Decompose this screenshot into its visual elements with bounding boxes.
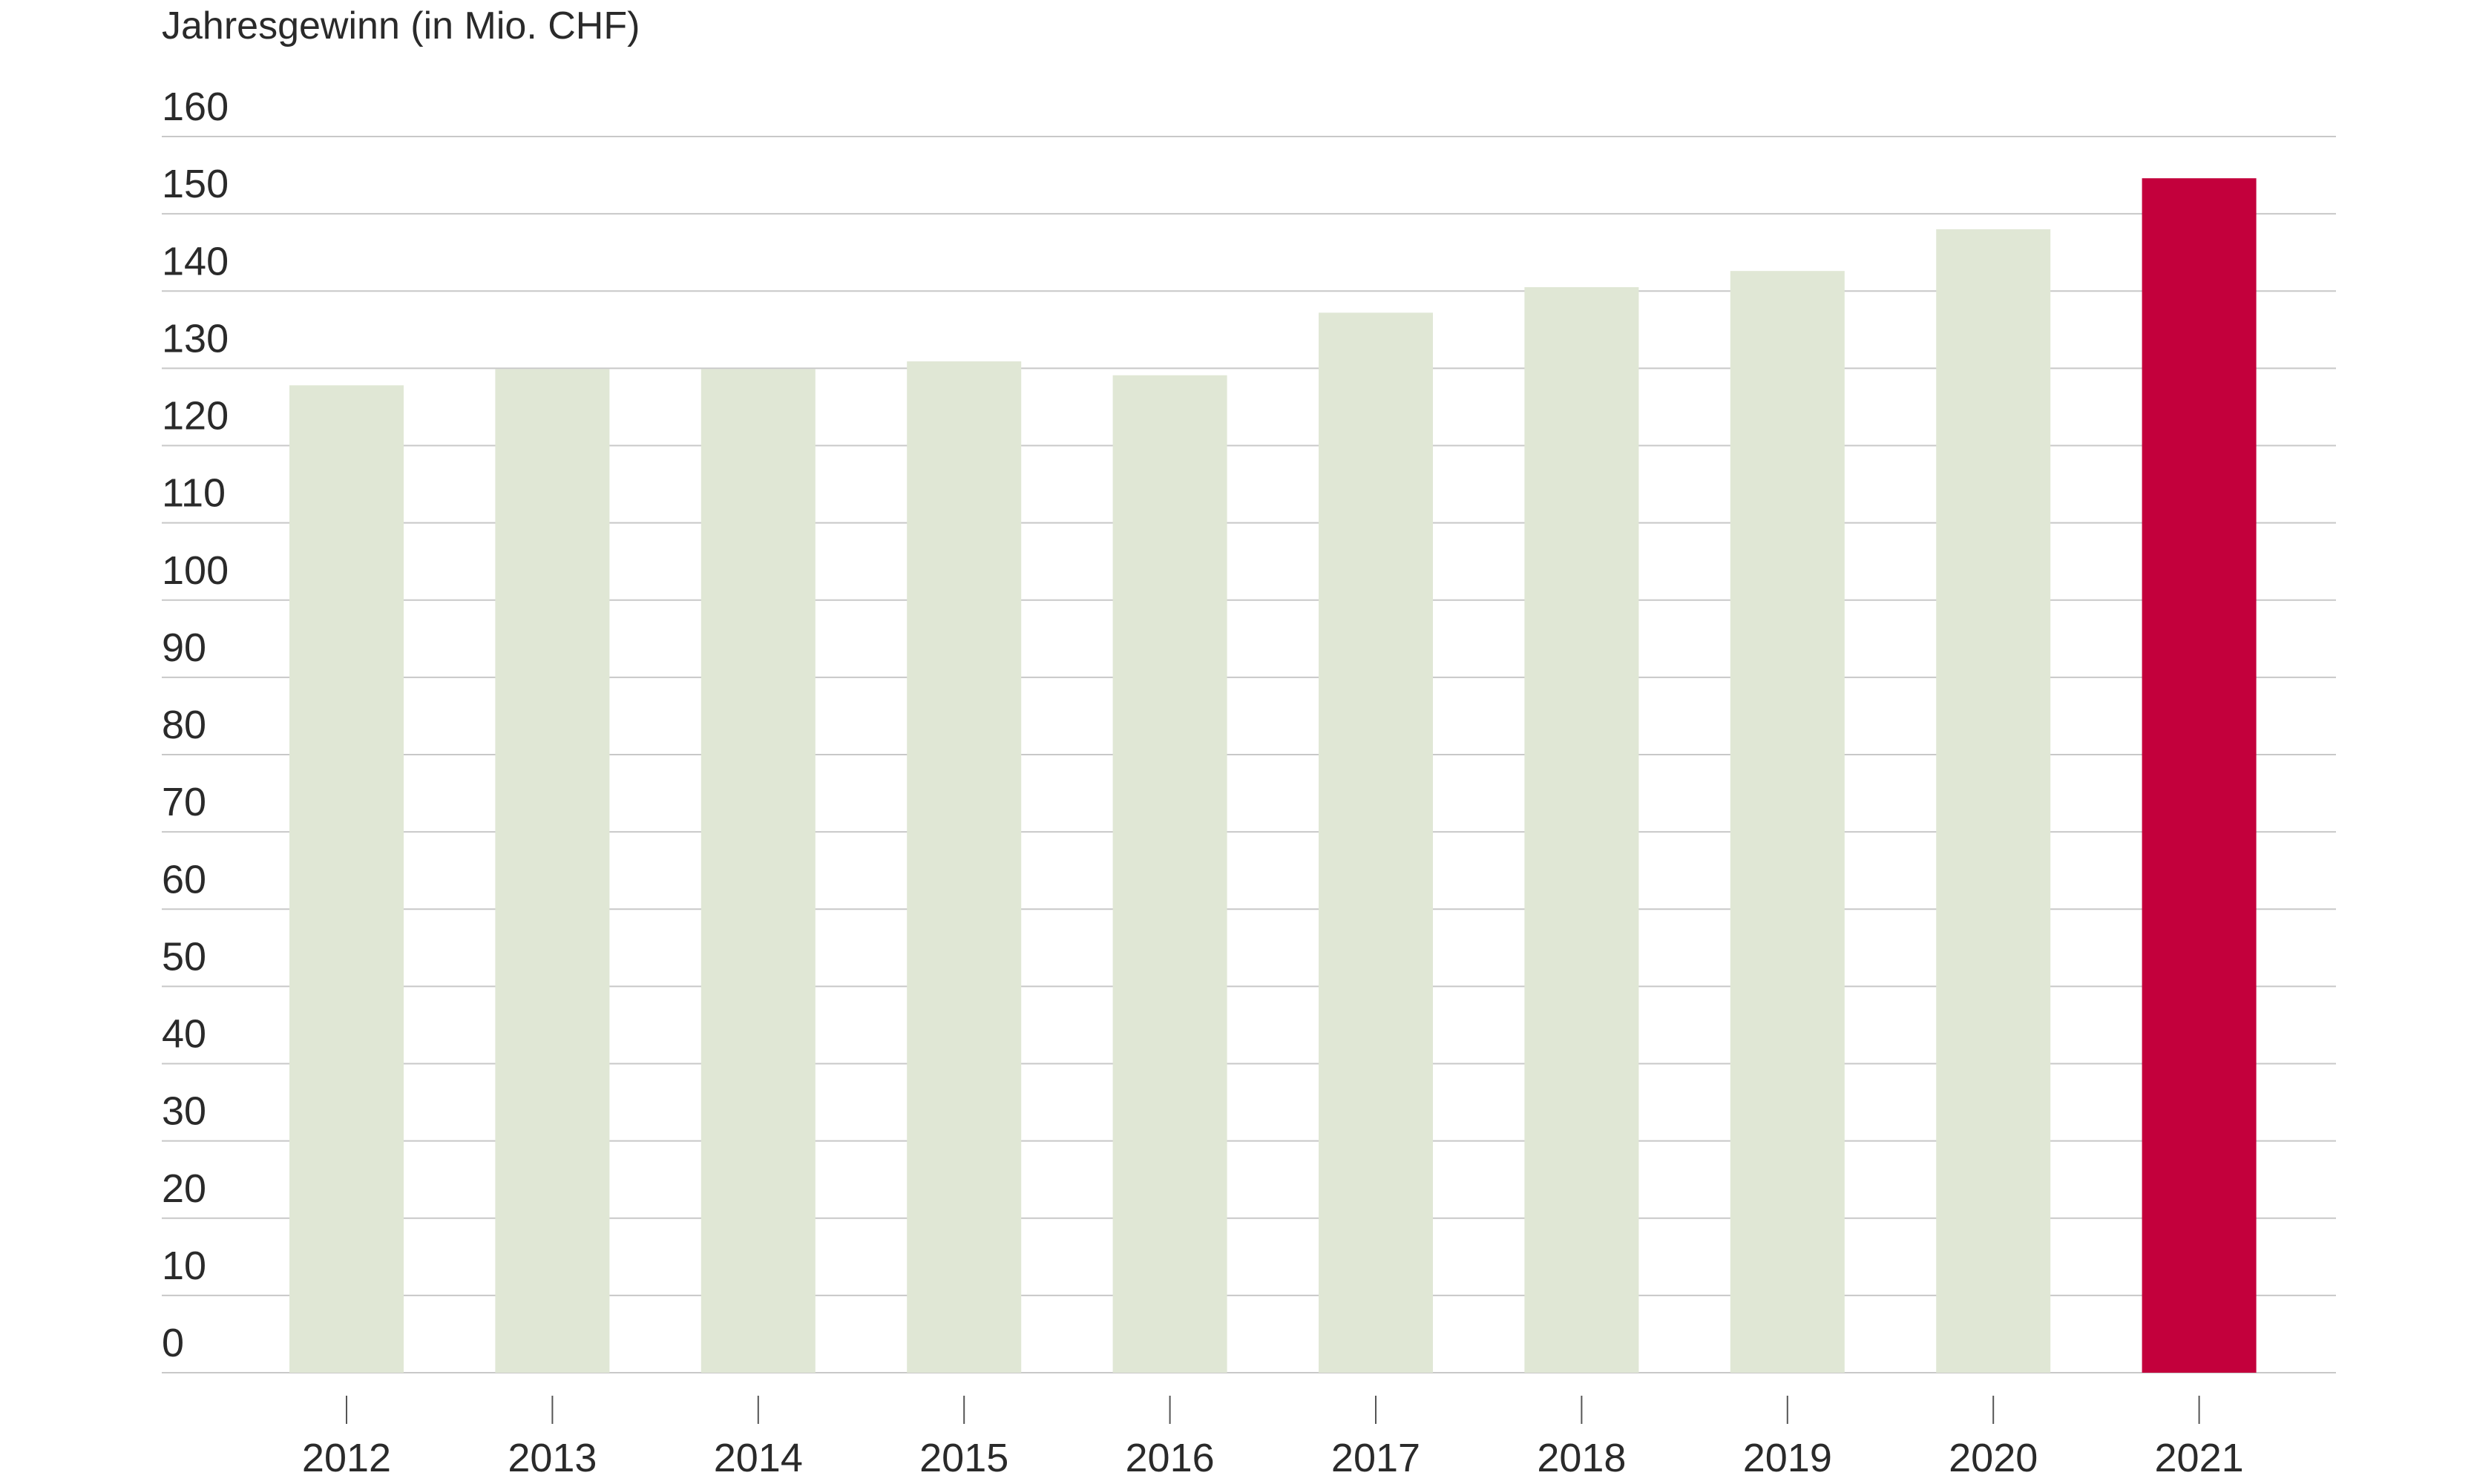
x-axis: 2012 2013 2014 2015 2016 2017 2018 2019 2020 2021: [302, 1396, 2244, 1480]
y-tick-label-110: 110: [162, 471, 226, 516]
bar-2015: [907, 361, 1022, 1373]
y-tick-label-100: 100: [162, 548, 229, 593]
y-axis-tick-labels: 0 10 20 30 40 50 60 70 80 90 100 110 120 130 140 150 160: [162, 85, 229, 1365]
bar-2020: [1936, 229, 2051, 1373]
y-tick-label-160: 160: [162, 85, 229, 129]
y-tick-label-120: 120: [162, 394, 229, 439]
x-tick-label-2012: 2012: [302, 1436, 391, 1480]
y-tick-label-90: 90: [162, 626, 206, 670]
x-tick-label-2013: 2013: [508, 1436, 597, 1480]
bar-2021: [2142, 178, 2257, 1373]
y-tick-label-140: 140: [162, 239, 229, 283]
x-tick-label-2016: 2016: [1126, 1436, 1215, 1480]
bar-2012: [289, 385, 404, 1373]
x-tick-label-2018: 2018: [1537, 1436, 1626, 1480]
bar-2014: [700, 369, 816, 1373]
x-tick-label-2021: 2021: [2155, 1436, 2244, 1480]
bar-2017: [1319, 312, 1433, 1373]
y-tick-label-10: 10: [162, 1244, 206, 1288]
y-tick-label-150: 150: [162, 162, 229, 206]
y-tick-label-70: 70: [162, 780, 206, 824]
y-tick-label-20: 20: [162, 1166, 206, 1211]
y-tick-label-0: 0: [162, 1321, 184, 1365]
bar-2019: [1730, 271, 1845, 1373]
x-tick-label-2019: 2019: [1743, 1436, 1832, 1480]
bar-2016: [1112, 375, 1227, 1373]
y-axis-title: Jahresgewinn (in Mio. CHF): [162, 4, 640, 47]
x-tick-label-2017: 2017: [1331, 1436, 1420, 1480]
y-tick-label-60: 60: [162, 857, 206, 902]
y-tick-label-130: 130: [162, 316, 229, 361]
x-tick-label-2020: 2020: [1949, 1436, 2038, 1480]
y-tick-label-30: 30: [162, 1089, 206, 1134]
y-tick-label-80: 80: [162, 703, 206, 747]
bar-2013: [495, 369, 610, 1373]
x-tick-label-2015: 2015: [919, 1436, 1008, 1480]
bars: [289, 178, 2257, 1373]
y-tick-label-40: 40: [162, 1012, 206, 1057]
x-tick-label-2014: 2014: [714, 1436, 803, 1480]
bar-2018: [1524, 287, 1639, 1373]
y-tick-label-50: 50: [162, 934, 206, 979]
